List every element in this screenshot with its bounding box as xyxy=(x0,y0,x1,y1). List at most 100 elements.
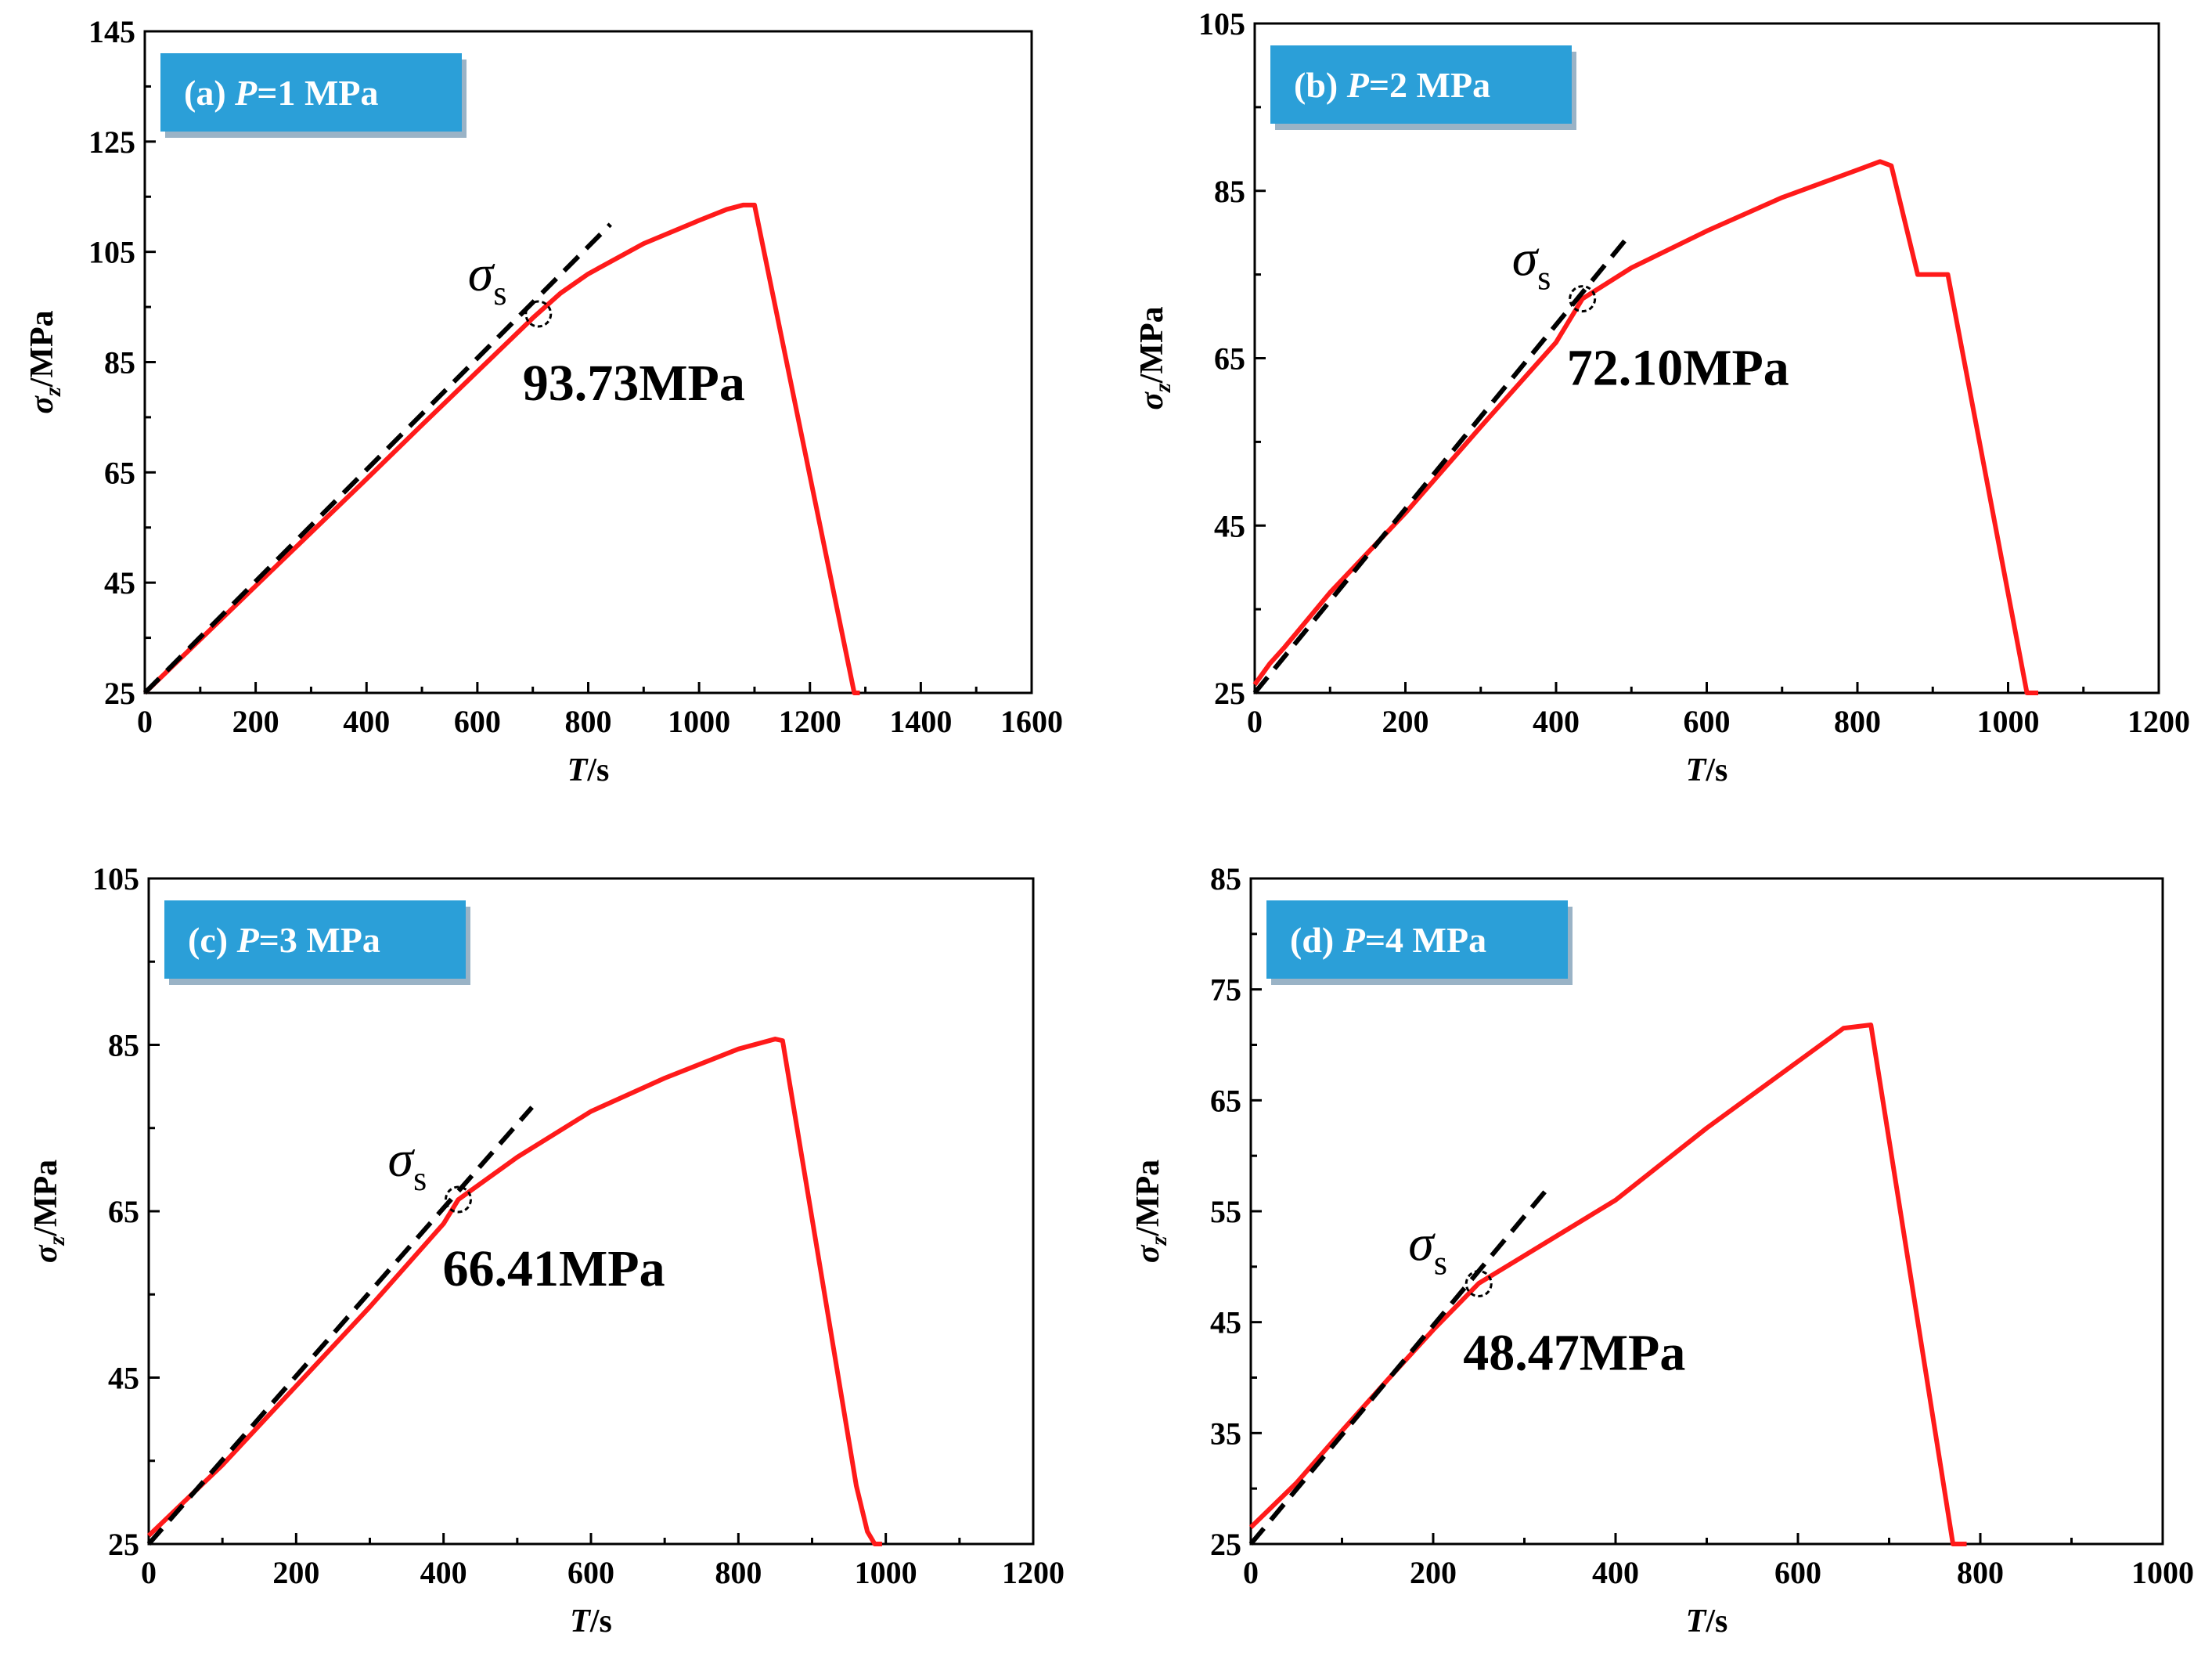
badge-value: =4 MPa xyxy=(1365,920,1486,960)
yield-symbol: σs xyxy=(1408,1215,1447,1282)
yield-symbol-sub: s xyxy=(1537,259,1551,298)
linear-fit-line xyxy=(142,222,612,695)
y-tick-label: 45 xyxy=(104,565,135,601)
chart-svg-b: 0 200 400 600 800 1000 120025456585105T/sσz/MP… xyxy=(1134,6,2190,788)
chart-panel-c: 0 200 400 600 800 1000 1200 25 45 65 85 105 T/s σz/MP… xyxy=(0,832,1106,1663)
x-tick-label: 600 xyxy=(1684,704,1731,739)
x-axis-title: T/s xyxy=(567,752,610,788)
x-tick-label: 1600 xyxy=(1000,704,1063,739)
x-tick-label: 800 xyxy=(715,1555,762,1590)
x-tick-label: 0 xyxy=(1247,704,1263,739)
y-tick-label: 25 xyxy=(104,676,135,711)
y-axis-title: σz/MPa xyxy=(1134,306,1176,409)
condition-badge-text: (b) P=2 MPa xyxy=(1294,65,1490,105)
yield-value-label: 66.41MPa xyxy=(443,1240,665,1297)
y-axis-unit: /MPa xyxy=(1134,306,1170,384)
x-tick-label: 200 xyxy=(232,704,279,739)
x-axis-var: T xyxy=(570,1603,592,1640)
yield-point-marker xyxy=(445,1185,472,1214)
yield-symbol-main: σ xyxy=(468,245,495,302)
y-tick-label: 65 xyxy=(104,455,135,490)
y-tick-label: 25 xyxy=(1214,676,1245,711)
yield-symbol: σs xyxy=(1512,230,1551,298)
yield-symbol-main: σ xyxy=(1512,230,1540,287)
y-tick-label: 45 xyxy=(1210,1305,1241,1340)
x-axis-var: T xyxy=(1686,1603,1708,1640)
badge-value: =3 MPa xyxy=(259,920,380,960)
y-tick-label: 45 xyxy=(1214,508,1245,543)
x-tick-label: 1000 xyxy=(668,704,730,739)
y-tick-label: 105 xyxy=(92,861,139,896)
x-axis-var: T xyxy=(1686,752,1708,788)
x-tick-label: 1200 xyxy=(1002,1555,1065,1590)
x-tick-label: 800 xyxy=(565,704,612,739)
y-axis-var: σ xyxy=(24,395,60,414)
y-axis-var: σ xyxy=(1130,1244,1166,1263)
stress-curve xyxy=(1252,159,2038,695)
x-axis-title: T/s xyxy=(570,1603,612,1640)
y-tick-label: 145 xyxy=(88,14,135,49)
x-tick-label: 1000 xyxy=(2131,1555,2194,1590)
y-tick-label: 45 xyxy=(108,1361,139,1396)
badge-var: P xyxy=(234,73,258,113)
y-tick-label: 65 xyxy=(1210,1083,1241,1118)
badge-panel-label: (a) xyxy=(184,73,235,113)
y-axis-var: σ xyxy=(28,1244,64,1263)
condition-badge-text: (a) P=1 MPa xyxy=(184,73,378,113)
stress-curve xyxy=(142,202,860,695)
y-axis-title-text: σz/MPa xyxy=(1130,1160,1172,1263)
yield-symbol: σs xyxy=(468,245,507,312)
condition-badge xyxy=(1270,45,1572,124)
yield-symbol: σs xyxy=(388,1131,427,1198)
linear-fit-line xyxy=(146,1106,534,1546)
x-tick-label: 400 xyxy=(1533,704,1580,739)
y-tick-label: 65 xyxy=(108,1194,139,1229)
y-tick-label: 125 xyxy=(88,124,135,160)
x-axis-unit: /s xyxy=(1705,752,1727,788)
yield-value-label: 93.73MPa xyxy=(523,355,745,412)
badge-panel-label: (b) xyxy=(1294,65,1347,105)
stress-curve xyxy=(1248,1023,1967,1546)
x-tick-label: 600 xyxy=(1774,1555,1821,1590)
chart-panel-b: 0 200 400 600 800 1000 1200 25 45 65 85 105 T/s σz/MP… xyxy=(1106,0,2212,832)
badge-value: =1 MPa xyxy=(257,73,378,113)
linear-fit-line xyxy=(1248,1187,1549,1546)
y-tick-label: 55 xyxy=(1210,1194,1241,1229)
x-tick-label: 800 xyxy=(1834,704,1881,739)
chart-svg-a: 0 200 400 600 800 1000 1200 1400 1600 25 45 65 85 105… xyxy=(24,14,1063,788)
yield-value-label: 72.10MPa xyxy=(1567,340,1789,397)
x-tick-label: 400 xyxy=(343,704,390,739)
x-tick-label: 0 xyxy=(137,704,153,739)
y-axis-sub: z xyxy=(1146,1236,1172,1246)
x-tick-label: 600 xyxy=(454,704,501,739)
y-axis-unit: /MPa xyxy=(28,1160,64,1237)
chart-panel-d: 0 200 400 600 800 1000 25 35 45 55 65 75 85 T/s σz/MPa… xyxy=(1106,832,2212,1663)
chart-svg-d: 0 200 400 600 800 100025354555657585T/sσz/MPa… xyxy=(1130,861,2194,1640)
yield-point-marker xyxy=(524,300,553,328)
condition-badge xyxy=(1266,900,1568,979)
condition-badge-text: (c) P=3 MPa xyxy=(188,920,380,960)
stress-curve xyxy=(146,1037,882,1546)
badge-value: =2 MPa xyxy=(1369,65,1490,105)
x-tick-label: 200 xyxy=(1382,704,1429,739)
y-tick-label: 105 xyxy=(1198,6,1245,41)
x-tick-label: 1000 xyxy=(855,1555,917,1590)
x-tick-label: 0 xyxy=(141,1555,157,1590)
x-tick-label: 800 xyxy=(1957,1555,2004,1590)
y-axis-title: σz/MPa xyxy=(1130,1160,1172,1263)
yield-symbol-sub: s xyxy=(413,1160,427,1198)
x-tick-label: 400 xyxy=(1592,1555,1639,1590)
y-axis-var: σ xyxy=(1134,391,1170,410)
yield-point-marker xyxy=(1569,285,1597,313)
x-axis-unit: /s xyxy=(1705,1603,1727,1640)
x-tick-label: 1000 xyxy=(1977,704,2040,739)
y-tick-label: 65 xyxy=(1214,341,1245,377)
y-tick-label: 85 xyxy=(104,345,135,381)
x-axis-var: T xyxy=(567,752,589,788)
x-axis-title: T/s xyxy=(1686,1603,1728,1640)
x-axis-title: T/s xyxy=(1686,752,1728,788)
yield-value-label: 48.47MPa xyxy=(1463,1325,1685,1382)
badge-var: P xyxy=(236,920,260,960)
y-axis-title-text: σz/MPa xyxy=(28,1160,70,1263)
linear-fit-line xyxy=(1252,231,1634,694)
